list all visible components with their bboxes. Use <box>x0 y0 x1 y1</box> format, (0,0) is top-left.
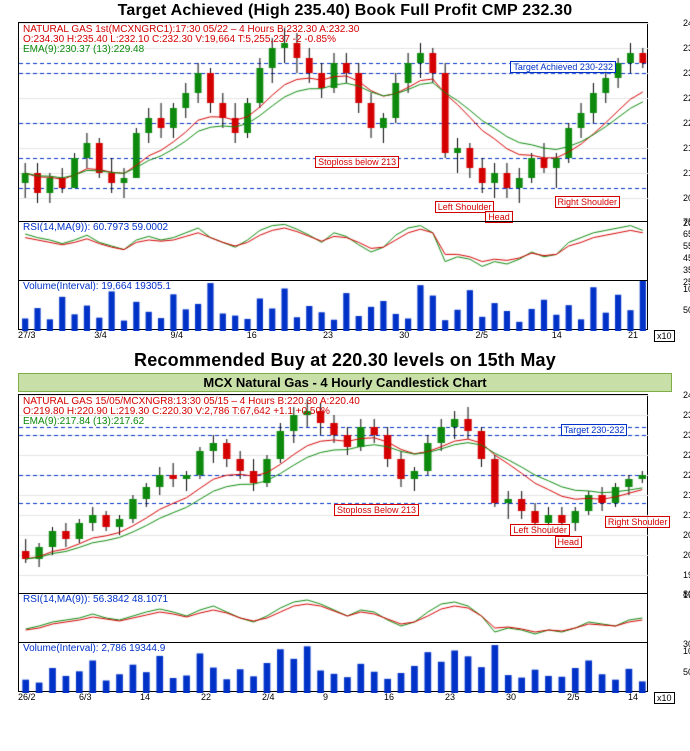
top-rsi-label: RSI(14,MA(9)): 60.7973 59.0002 <box>23 223 168 234</box>
chart-annotation: Right Shoulder <box>555 196 621 208</box>
bottom-rsi-label: RSI(14,MA(9)): 56.3842 48.1071 <box>23 595 168 606</box>
bottom-price-panel: NATURAL GAS 15/05/MCXNGR8:13:30 05/15 – … <box>18 394 648 594</box>
top-title: Target Achieved (High 235.40) Book Full … <box>0 2 690 20</box>
bottom-rsi-panel: RSI(14,MA(9)): 56.3842 48.1071 3080 <box>18 593 648 643</box>
chart-annotation: Stoploss Below 213 <box>334 504 419 516</box>
bottom-vol-label: Volume(Interval): 2,786 19344.9 <box>23 644 165 655</box>
top-price-panel: NATURAL GAS 1st(MCXNGRC1):17:30 05/22 – … <box>18 22 648 222</box>
chart-annotation: Right Shoulder <box>605 516 671 528</box>
bottom-title: Recommended Buy at 220.30 levels on 15th… <box>0 350 690 371</box>
bottom-banner: MCX Natural Gas - 4 Hourly Candlestick C… <box>18 373 672 392</box>
bottom-xaxis: 26/26/314222/491623302/514x10 <box>18 692 648 706</box>
bottom-vol-panel: Volume(Interval): 2,786 19344.9 50001000… <box>18 642 648 692</box>
chart-annotation: Stoploss below 213 <box>315 156 399 168</box>
chart-annotation: Left Shoulder <box>510 524 570 536</box>
chart-annotation: Target Achieved 230-232 <box>510 61 616 73</box>
chart-annotation: Head <box>555 536 583 548</box>
top-ema-label: EMA(9):230.37 (13):229.48 <box>23 45 144 56</box>
top-xaxis: 27/33/49/41623302/51421x10 <box>18 330 648 344</box>
top-rsi-panel: RSI(14,MA(9)): 60.7973 59.0002 253545556… <box>18 221 648 281</box>
top-vol-label: Volume(Interval): 19,664 19305.1 <box>23 282 171 293</box>
top-vol-panel: Volume(Interval): 19,664 19305.1 5000100… <box>18 280 648 330</box>
chart-annotation: Target 230-232 <box>561 424 628 436</box>
bottom-ema-label: EMA(9):217.84 (13):217.62 <box>23 417 144 428</box>
